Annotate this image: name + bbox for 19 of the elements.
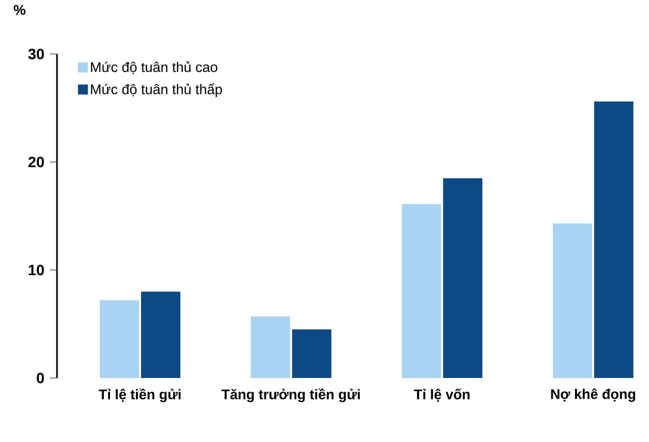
bar [594, 102, 634, 378]
legend-label: Mức độ tuân thủ cao [91, 61, 218, 74]
bar [552, 224, 592, 378]
bar [292, 329, 332, 378]
y-tick-label: 10 [28, 264, 44, 276]
bar [100, 300, 140, 378]
bar [443, 178, 482, 378]
x-tick-label: Tỉ lệ tiền gửi [98, 388, 181, 402]
legend-label: Mức độ tuân thủ thấp [91, 83, 222, 98]
y-tick-label: 0 [36, 372, 44, 384]
x-tick-label: Nợ khê đọng [551, 388, 636, 402]
y-tick-label: 20 [28, 156, 44, 168]
bar [250, 316, 290, 378]
bar [402, 204, 442, 378]
x-tick-label: Tỉ lệ vốn [414, 388, 470, 402]
y-axis-title: % [14, 5, 26, 15]
bar [141, 292, 180, 378]
x-tick-label: Tăng trưởng tiền gửi [222, 388, 360, 402]
y-tick-label: 30 [28, 48, 44, 60]
